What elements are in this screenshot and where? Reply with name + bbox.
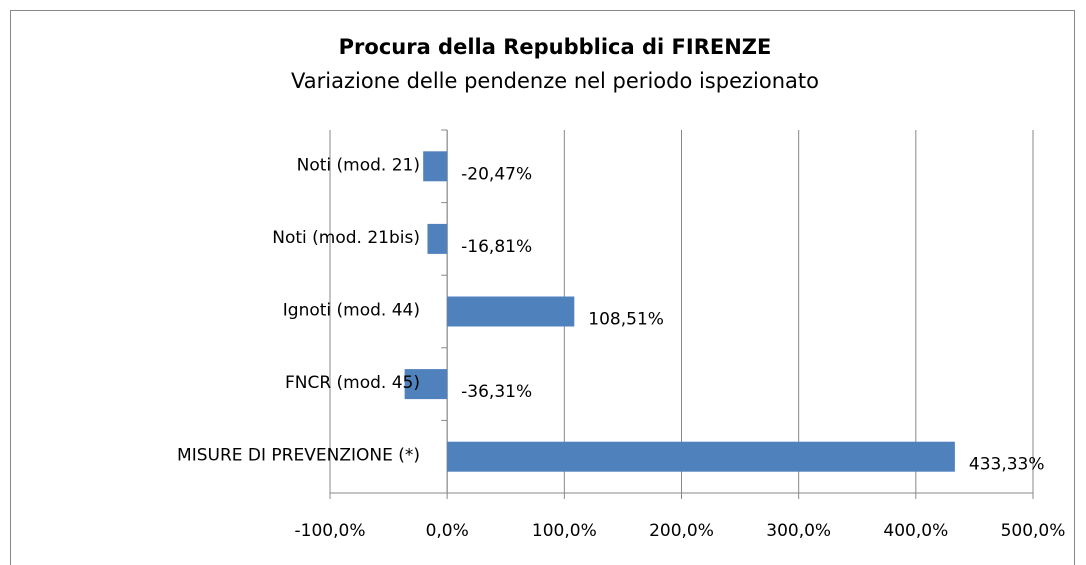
- y-tick-label: FNCR (mod. 45): [285, 373, 420, 393]
- chart-title: Procura della Repubblica di FIRENZE: [339, 35, 772, 59]
- x-tick-label: 0,0%: [426, 521, 469, 541]
- value-label: -36,31%: [461, 382, 532, 402]
- bar: [423, 151, 448, 182]
- chart-border: [10, 10, 1075, 565]
- y-tick-label: MISURE DI PREVENZIONE (*): [177, 446, 420, 466]
- x-tick-label: 200,0%: [649, 521, 714, 541]
- y-tick-label: Noti (mod. 21bis): [272, 228, 420, 248]
- x-tick-label: -100,0%: [295, 521, 366, 541]
- bar: [447, 296, 575, 327]
- bar: [427, 223, 448, 254]
- x-tick-label: 100,0%: [532, 521, 597, 541]
- value-label: 108,51%: [588, 310, 664, 330]
- y-tick-label: Ignoti (mod. 44): [283, 301, 420, 321]
- y-tick-label: Noti (mod. 21): [297, 155, 420, 175]
- x-tick-label: 400,0%: [883, 521, 948, 541]
- bar: [447, 441, 955, 472]
- value-label: -16,81%: [461, 237, 532, 257]
- x-tick-label: 500,0%: [1001, 521, 1066, 541]
- x-tick-label: 300,0%: [766, 521, 831, 541]
- bar: [404, 369, 448, 400]
- chart-subtitle: Variazione delle pendenze nel periodo is…: [291, 69, 819, 93]
- value-label: 433,33%: [969, 455, 1045, 475]
- value-label: -20,47%: [461, 164, 532, 184]
